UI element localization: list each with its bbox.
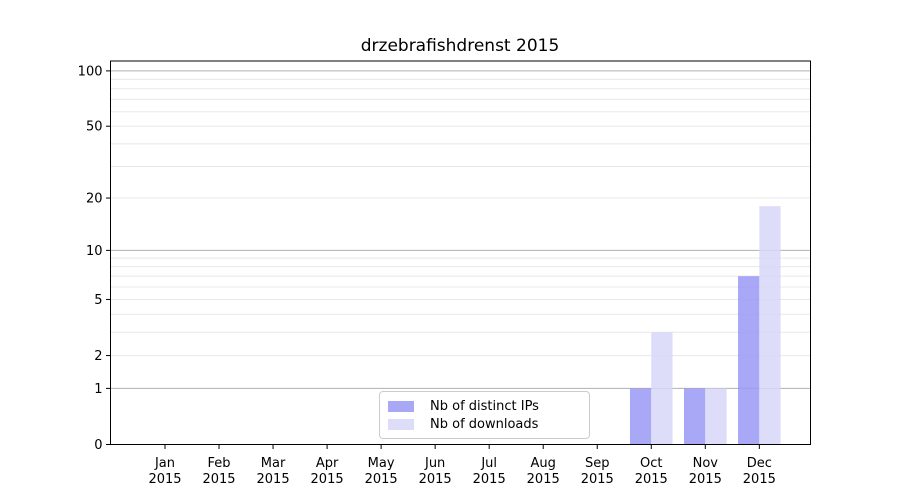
bar-nb-of-downloads-oct [651,332,673,445]
y-minor-gridlines [110,78,811,357]
x-tick-label-month: Jul [480,456,497,471]
x-tick-label-month: Jun [424,456,445,471]
legend-label-downloads: Nb of downloads [430,416,539,432]
bar-nb-of-distinct-ips-dec [738,276,760,445]
x-tick-label-month: Apr [316,456,339,471]
x-tick-label-year: 2015 [473,472,506,487]
legend-item-distinct-ips: Nb of distinct IPs [388,400,581,413]
x-tick-label-month: Oct [640,456,662,471]
x-tick-label-year: 2015 [743,472,776,487]
x-tick-label-year: 2015 [419,472,452,487]
x-axis: Jan2015Feb2015Mar2015Apr2015May2015Jun20… [148,444,776,487]
y-tick-label: 1 [94,382,102,397]
y-tick-label: 50 [86,120,103,135]
bar-nb-of-downloads-dec [759,206,781,445]
bar-nb-of-distinct-ips-nov [684,388,706,445]
legend: Nb of distinct IPs Nb of downloads [379,391,590,439]
bars [629,206,781,445]
x-tick-label-year: 2015 [635,472,668,487]
y-tick-label: 10 [86,244,103,259]
x-tick-label-month: Mar [261,456,286,471]
x-tick-label-month: Aug [531,456,556,471]
legend-item-downloads: Nb of downloads [388,418,581,431]
y-tick-label: 20 [86,192,103,207]
legend-swatch-downloads [388,418,414,430]
x-tick-label-year: 2015 [257,472,290,487]
x-tick-label-year: 2015 [527,472,560,487]
chart-title: drzebrafishdrenst 2015 [360,36,560,56]
y-tick-label: 0 [94,438,102,453]
x-tick-label-year: 2015 [148,472,181,487]
x-tick-label-year: 2015 [689,472,722,487]
x-tick-label-month: Jan [154,456,175,471]
bar-nb-of-downloads-nov [705,388,727,445]
legend-label-distinct-ips: Nb of distinct IPs [430,398,539,414]
x-tick-label-month: Feb [208,456,231,471]
bar-nb-of-distinct-ips-oct [629,388,652,445]
x-tick-label-year: 2015 [202,472,235,487]
x-tick-label-year: 2015 [365,472,398,487]
x-tick-label-year: 2015 [581,472,614,487]
plot-frame [110,60,811,445]
x-tick-label-month: Nov [693,456,719,471]
y-axis: 0 1 2 5 10 20 50 100 [78,64,111,453]
y-tick-label: 5 [94,293,102,308]
x-tick-label-year: 2015 [311,472,344,487]
x-tick-label-month: May [368,456,395,471]
y-major-gridlines [110,70,811,389]
legend-swatch-distinct-ips [388,400,414,412]
y-tick-label: 100 [78,64,103,79]
frame [110,60,811,445]
x-tick-label-month: Dec [747,456,772,471]
y-tick-label: 2 [94,349,102,364]
x-tick-label-month: Sep [585,456,610,471]
